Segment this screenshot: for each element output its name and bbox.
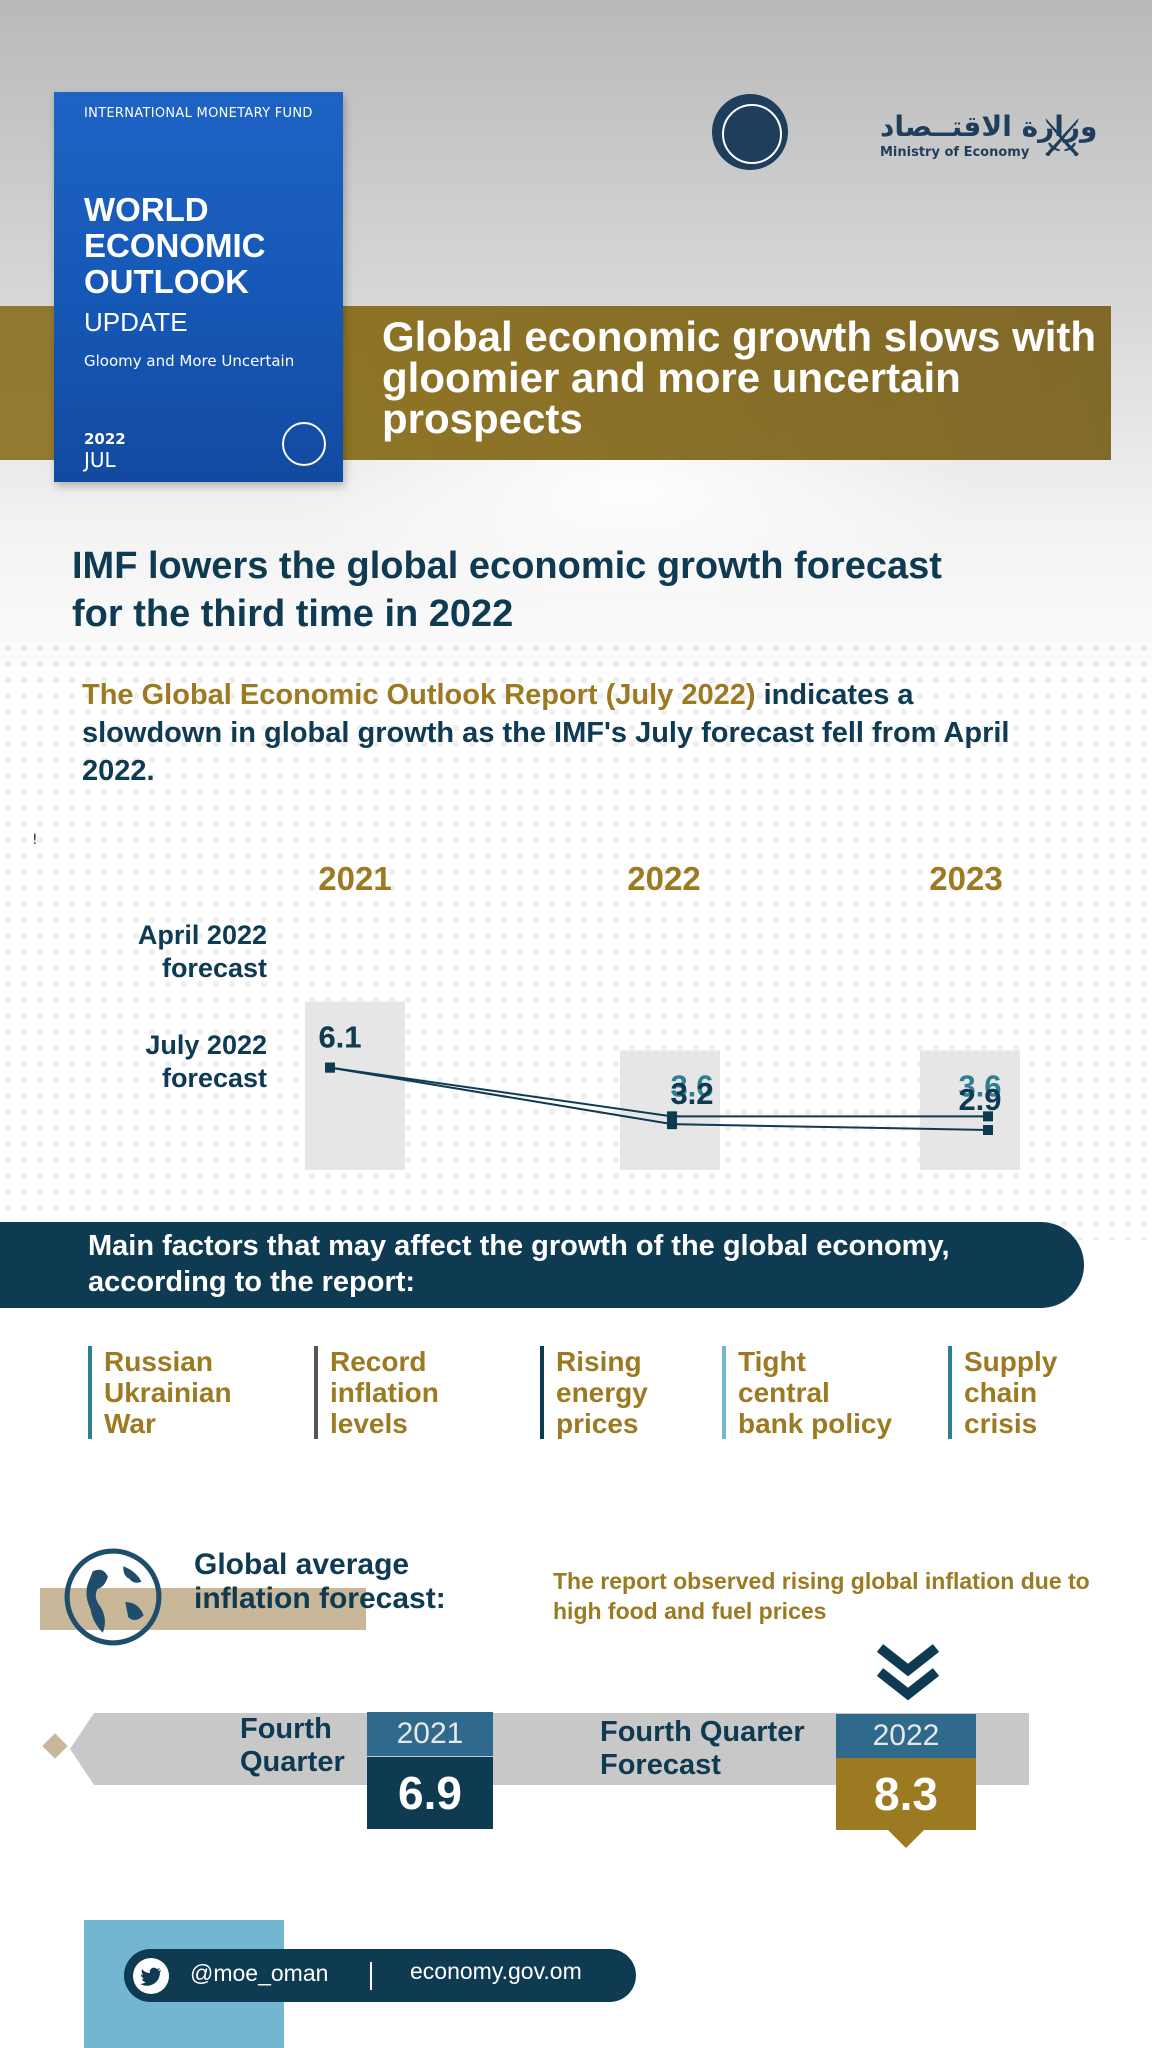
factors-banner [0, 1222, 1084, 1308]
cover-update: UPDATE [84, 307, 188, 337]
data-label: 3.2 [670, 1076, 713, 1111]
year-label-2021: 2021 [318, 860, 391, 897]
q4-2021-year-tab: 2021 [367, 1712, 493, 1756]
data-point [983, 1125, 993, 1135]
cover-subtitle: Gloomy and More Uncertain [84, 352, 295, 370]
section-title: IMF lowers the global economic growth fo… [72, 545, 942, 635]
cover-title-line: WORLD [84, 191, 209, 228]
cover-year: 2022 [84, 430, 126, 448]
factor-line: Supply [964, 1346, 1058, 1377]
data-label: 6.1 [318, 1020, 361, 1055]
year-label-2022: 2022 [627, 860, 700, 897]
data-label: 2.9 [958, 1082, 1001, 1117]
twitter-handle[interactable]: @moe_oman [190, 1960, 329, 1986]
chart-column-2021 [305, 1001, 405, 1170]
inflation-title-line: inflation forecast: [194, 1582, 446, 1615]
year-label-2023: 2023 [929, 860, 1002, 897]
stray-mark: ! [32, 832, 38, 848]
factor-line: energy [556, 1377, 648, 1408]
factor-line: Rising [556, 1346, 642, 1377]
factor-line: prices [556, 1408, 639, 1439]
intro-text: The Global Economic Outlook Report (July… [82, 676, 1042, 790]
factor-line: bank policy [738, 1408, 893, 1439]
oman-emblem-icon: ⚔ [1038, 109, 1086, 169]
double-chevron-down-icon [876, 1644, 940, 1700]
q4-2022-year-tab: 2022 [836, 1714, 976, 1758]
data-label: 6.1 [318, 1020, 361, 1055]
q4-2021-value: 6.9 [367, 1757, 493, 1829]
factor-line: central [738, 1377, 830, 1408]
q4-forecast-label: Fourth Quarter Forecast [600, 1716, 805, 1782]
factor-line: Ukrainian [104, 1377, 232, 1408]
headline-band [343, 306, 1111, 460]
factor-line: War [104, 1408, 156, 1439]
data-point [325, 1062, 335, 1073]
chart-column-2023 [920, 1050, 1020, 1170]
factor-line: Tight [738, 1346, 806, 1377]
website-link[interactable]: economy.gov.om [410, 1958, 582, 1984]
forecast-label-line: Fourth Quarter [600, 1716, 805, 1748]
factor-line: inflation [330, 1377, 439, 1408]
factor-record-inflation: Record inflation levels [314, 1346, 439, 1439]
footer-separator [370, 1962, 372, 1990]
cover-title-line: OUTLOOK [84, 263, 249, 300]
imf-seal-icon [712, 94, 788, 170]
cover-title-line: ECONOMIC [84, 227, 266, 264]
globe-icon [64, 1548, 162, 1646]
intro-rest: indicates a slowdown in global growth as… [82, 679, 1010, 787]
cover-title: WORLD ECONOMIC OUTLOOK [84, 192, 266, 300]
row-label-1: forecast [162, 1063, 267, 1093]
forecast-label-line: Forecast [600, 1749, 721, 1781]
diamond-marker [42, 1733, 68, 1759]
footer-pill [124, 1949, 636, 2002]
inflation-title: Global average inflation forecast: [194, 1548, 446, 1616]
twitter-bird-icon[interactable] [133, 1958, 169, 1994]
cover-month: JUL [84, 448, 116, 472]
headline-band-left [0, 306, 54, 460]
factor-supply-chain-crisis: Supply chain crisis [948, 1346, 1057, 1439]
ministry-arabic-name: وزارة الاقتــصاد [880, 110, 1098, 143]
factor-russian-ukrainian-war: Russian Ukrainian War [88, 1346, 232, 1439]
q4-2022-value: 8.3 [836, 1758, 976, 1830]
factor-tight-central-bank-policy: Tight central bank policy [722, 1346, 892, 1439]
value-pointer [888, 1830, 924, 1848]
row-label-0: forecast [162, 953, 267, 983]
data-point [667, 1119, 677, 1130]
inflation-note: The report observed rising global inflat… [553, 1568, 1090, 1624]
data-point [983, 1111, 993, 1122]
cover-imf-seal-icon [282, 422, 326, 466]
cover-org: INTERNATIONAL MONETARY FUND [84, 106, 313, 121]
data-label: 3.6 [958, 1068, 1001, 1103]
factor-line: crisis [964, 1408, 1038, 1439]
factor-line: levels [330, 1408, 408, 1439]
intro-highlight: The Global Economic Outlook Report (July… [82, 679, 756, 711]
q4-label-line: Fourth [240, 1713, 332, 1745]
factor-line: Record [330, 1346, 427, 1377]
chart-column-2022 [620, 1050, 720, 1170]
inflation-title-line: Global average [194, 1548, 410, 1581]
factor-rising-energy-prices: Rising energy prices [540, 1346, 648, 1439]
factor-line: chain [964, 1377, 1038, 1408]
data-label: 3.6 [670, 1068, 713, 1103]
factor-line: Russian [104, 1346, 213, 1377]
row-label-1: July 2022 [145, 1030, 267, 1060]
headline: Global economic growth slows with gloomi… [382, 313, 1097, 442]
q4-label-line: Quarter [240, 1746, 345, 1778]
factors-title: Main factors that may affect the growth … [88, 1230, 950, 1298]
report-cover: INTERNATIONAL MONETARY FUND WORLD ECONOM… [54, 92, 343, 482]
ministry-english-name: Ministry of Economy [880, 145, 1030, 160]
q4-2021-label: Fourth Quarter [240, 1713, 345, 1779]
bar-arrow-tip [70, 1713, 94, 1785]
data-point [667, 1111, 677, 1122]
row-label-0: April 2022 [138, 920, 267, 950]
